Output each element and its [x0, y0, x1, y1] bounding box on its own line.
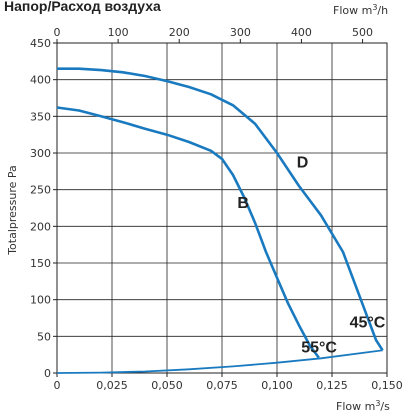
x2-tick-label: 200 [169, 26, 190, 39]
x2-axis-label: Flow m3/h [333, 3, 388, 18]
x2-tick-label: 400 [291, 26, 312, 39]
x2-tick-label: 300 [230, 26, 251, 39]
y-tick-label: 250 [30, 184, 51, 197]
y-tick-label: 450 [30, 37, 51, 50]
x-tick-label: 0,100 [261, 379, 293, 392]
series-line-d [57, 67, 384, 352]
x-tick-label: 0,025 [96, 379, 128, 392]
y-tick-label: 50 [37, 330, 51, 343]
y-tick-label: 300 [30, 147, 51, 160]
y-tick-label: 400 [30, 74, 51, 87]
y-tick-label: 0 [44, 367, 51, 380]
x-tick-label: 0,125 [316, 379, 348, 392]
y-tick-label: 150 [30, 257, 51, 270]
x2-tick-label: 500 [352, 26, 373, 39]
temperature-label: 55°C [301, 339, 337, 356]
curve-label: B [237, 195, 249, 212]
series-line-b [56, 106, 320, 359]
x-tick-label: 0,075 [206, 379, 238, 392]
grid [57, 43, 387, 373]
x-axis-label: Flow m3/s [336, 399, 390, 414]
x2-tick-label: 100 [108, 26, 129, 39]
y-tick-label: 350 [30, 110, 51, 123]
x2-tick-label: 0 [54, 26, 61, 39]
series-group [56, 67, 384, 374]
curve-label: D [297, 155, 309, 172]
x-tick-label: 0,150 [371, 379, 403, 392]
y-tick-label: 200 [30, 220, 51, 233]
y-axis-label: Totalpressure Pa [6, 165, 19, 256]
chart-title: Напор/Расход воздуха [4, 0, 161, 14]
x-tick-label: 0,050 [151, 379, 183, 392]
x-tick-label: 0 [54, 379, 61, 392]
temperature-label: 45°C [350, 315, 386, 332]
y-tick-label: 100 [30, 294, 51, 307]
annotations: D B 45°C 55°C [237, 155, 385, 357]
series-line-system [56, 349, 383, 374]
